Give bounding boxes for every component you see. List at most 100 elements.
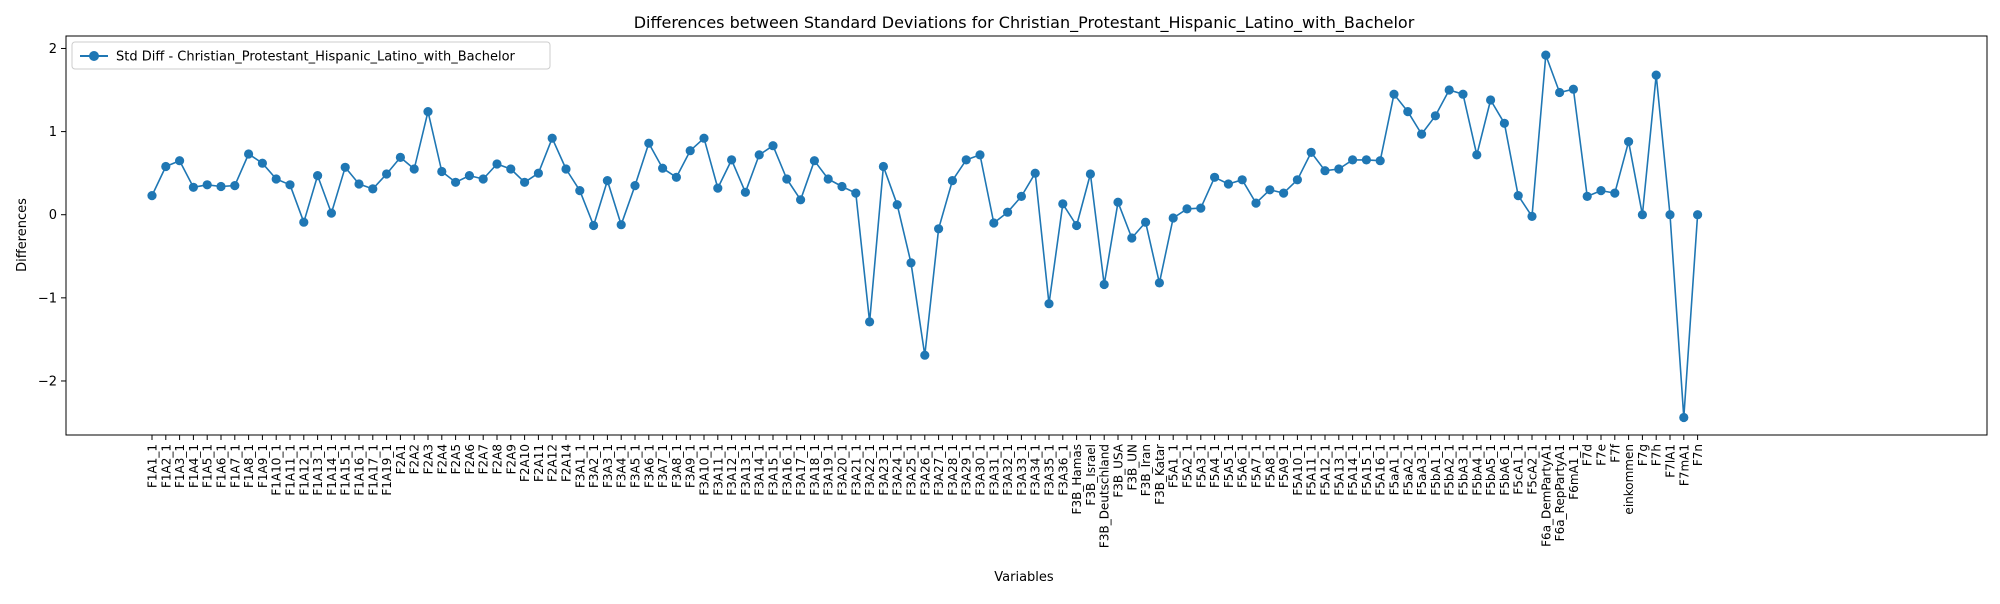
data-point: [1430, 111, 1440, 121]
x-tick-label: F3A13_1: [739, 444, 753, 496]
x-tick-label: F3A3_1: [601, 444, 615, 488]
data-point: [989, 218, 999, 228]
x-tick-label: F1A7_1: [228, 444, 242, 488]
data-point: [699, 133, 709, 143]
x-tick-label: F1A15_1: [339, 444, 353, 496]
x-tick-label: F3A1_1: [573, 444, 587, 488]
x-tick-label: F5aA2_1: [1401, 444, 1415, 495]
x-tick-label: F6a_RepPartyA1: [1553, 444, 1567, 541]
data-point: [1472, 150, 1482, 160]
data-point: [740, 187, 751, 197]
data-point: [271, 174, 281, 184]
x-tick-label: F3A9_1: [684, 444, 698, 488]
data-point: [1568, 84, 1578, 94]
data-point: [1072, 220, 1082, 231]
x-tick-label: F2A2: [408, 444, 422, 474]
data-point: [492, 159, 502, 169]
data-point: [230, 181, 240, 191]
x-tick-label: einkommen: [1622, 444, 1636, 515]
x-tick-label: F1A10_1: [270, 444, 284, 496]
x-tick-label: F7g: [1636, 444, 1650, 466]
x-tick-label: F3A27_1: [932, 444, 946, 496]
data-point: [1444, 85, 1454, 95]
data-point: [1637, 210, 1647, 220]
x-tick-label: F6mA1_1: [1567, 444, 1581, 500]
legend-box: [71, 41, 551, 70]
x-axis-label: Variables: [994, 570, 1054, 585]
x-tick-label: F3A15_1: [767, 444, 781, 496]
data-point: [685, 146, 695, 156]
chart-title: Differences between Standard Deviations …: [634, 13, 1415, 33]
x-tick-label: F3B_Iran: [1139, 444, 1153, 496]
data-point: [630, 181, 640, 191]
x-tick-label: F3A20_1: [836, 444, 850, 496]
data-point: [1361, 155, 1371, 165]
data-point: [1389, 89, 1399, 99]
x-tick-label: F3B_Deutschland: [1098, 444, 1112, 548]
x-tick-label: F3A26_1: [918, 444, 932, 496]
x-tick-label: F5bA2_1: [1443, 444, 1457, 496]
data-point: [892, 200, 902, 210]
data-point: [1113, 197, 1123, 207]
x-tick-label: F1A11_1: [284, 444, 298, 496]
legend: Std Diff - Christian_Protestant_Hispanic…: [71, 41, 551, 70]
x-tick-label: F3A24_1: [891, 444, 905, 496]
data-point: [216, 181, 226, 192]
x-tick-label: F7n: [1691, 444, 1705, 466]
data-point: [1582, 191, 1592, 201]
data-point: [382, 169, 392, 179]
x-tick-label: F3A16_1: [780, 444, 794, 496]
data-point: [589, 220, 599, 231]
x-tick-label: F5A16_1: [1374, 444, 1388, 496]
x-tick-label: F2A4: [435, 444, 449, 474]
data-point: [313, 171, 323, 181]
x-tick-label: F5bA6_1: [1498, 444, 1512, 496]
x-tick-label: F5bA3_1: [1457, 444, 1471, 496]
x-tick-label: F3A4_1: [615, 444, 629, 488]
x-tick-label: F3A32_1: [1001, 444, 1015, 496]
x-tick-label: F3A7_1: [656, 444, 670, 488]
data-point: [1610, 188, 1620, 198]
x-tick-label: F3A10_1: [698, 444, 712, 496]
x-tick-label: F7f: [1608, 443, 1622, 463]
y-tick-label: −2: [38, 374, 57, 389]
x-tick-label: F5A15_1: [1360, 444, 1374, 496]
data-point: [161, 161, 171, 172]
x-tick-label: F3B_Hamas: [1070, 444, 1084, 514]
data-point: [1499, 118, 1509, 128]
x-tick-label: F1A6_1: [215, 444, 229, 488]
x-tick-label: F5cA1_1: [1512, 444, 1526, 495]
data-point: [616, 220, 626, 230]
data-point: [285, 180, 295, 190]
data-point: [1486, 95, 1496, 105]
x-tick-label: F3B_Katar: [1153, 444, 1167, 505]
x-tick-label: F3A25_1: [905, 444, 919, 496]
data-point: [713, 183, 723, 193]
data-point: [409, 164, 419, 174]
x-tick-label: F3B_USA: [1112, 443, 1126, 497]
data-point: [1320, 166, 1330, 176]
data-point: [961, 155, 971, 165]
data-point: [1403, 107, 1413, 117]
data-point: [865, 317, 875, 327]
x-tick-label: F3A30_1: [974, 444, 988, 496]
data-point: [244, 149, 254, 159]
x-tick-label: F2A7: [477, 444, 491, 474]
x-tick-label: F2A9: [504, 444, 518, 474]
data-point: [423, 107, 433, 117]
x-tick-label: F3A18_1: [808, 444, 822, 496]
x-tick-label: F1A17_1: [366, 444, 380, 496]
data-point: [1651, 70, 1661, 80]
x-tick-label: F3A35_1: [1043, 444, 1057, 496]
data-point: [340, 162, 350, 172]
x-tick-label: F3B_UN: [1125, 444, 1139, 491]
y-tick-label: 1: [49, 125, 57, 140]
x-tick-label: F5A4_1: [1208, 444, 1222, 488]
data-point: [547, 133, 557, 143]
data-point: [1527, 211, 1537, 221]
data-point: [1624, 137, 1634, 147]
data-point: [354, 179, 364, 189]
